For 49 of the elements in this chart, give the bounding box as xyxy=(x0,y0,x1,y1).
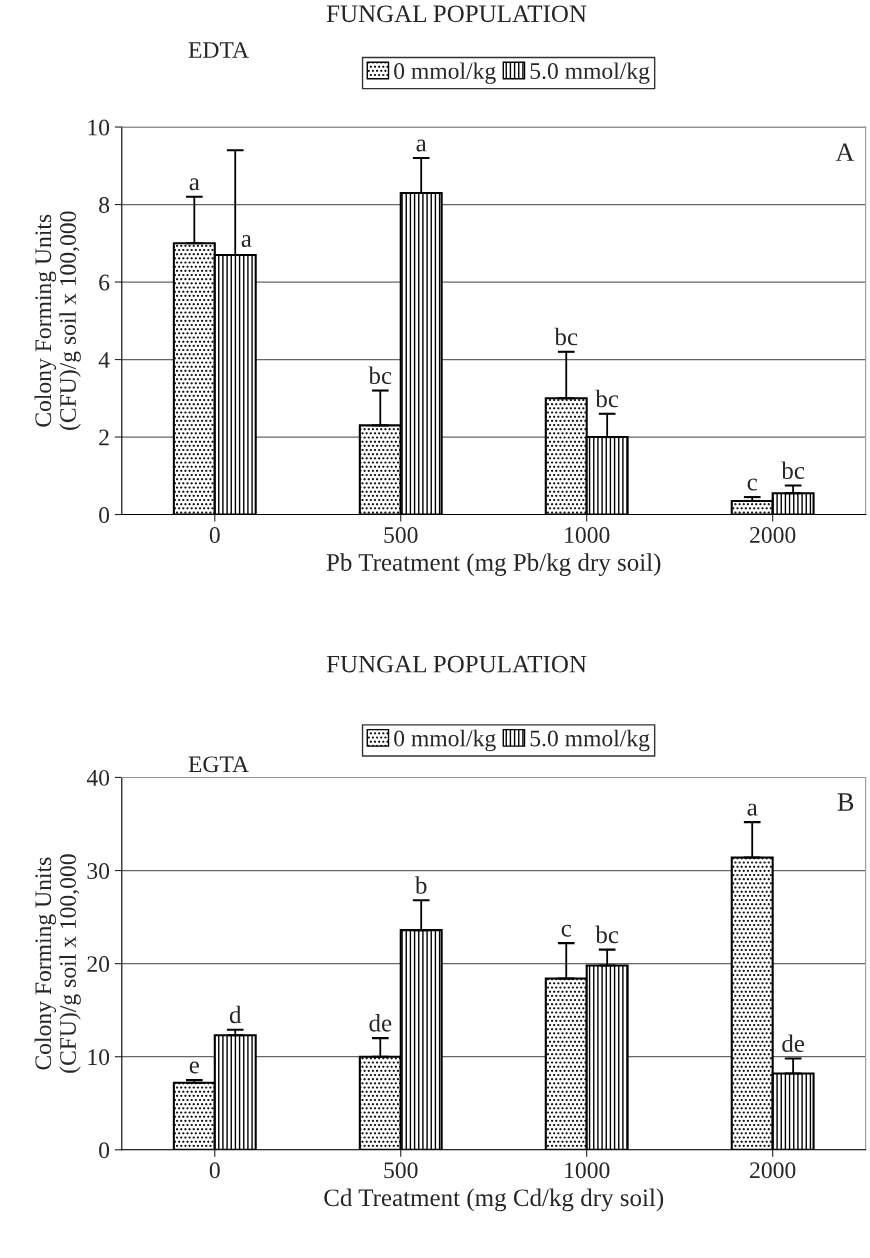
y-tick-label: 30 xyxy=(87,863,110,879)
y-tick-label: 8 xyxy=(99,197,110,213)
x-tick-label: 500 xyxy=(384,1162,418,1179)
data-label: bc xyxy=(595,925,619,944)
data-label: e xyxy=(189,1061,200,1074)
y-tick-label: 2 xyxy=(99,429,109,446)
x-tick-label: 0 xyxy=(209,527,220,543)
x-axis-title: Pb Treatment (mg Pb/kg dry soil) xyxy=(326,553,661,577)
y-tick-label: 0 xyxy=(99,507,110,523)
data-label: d xyxy=(229,1005,242,1024)
data-label: bc xyxy=(595,389,619,408)
legend-title: EDTA xyxy=(188,42,249,58)
data-label: a xyxy=(241,235,252,248)
y-tick-label: 0 xyxy=(99,1142,110,1159)
legend-label: 5.0 mmol/kg xyxy=(530,62,650,84)
chart-title: FUNGAL POPULATION xyxy=(326,655,587,673)
y-axis-title: Colony Forming Units (CFU)/g soil x 100,000 xyxy=(34,854,81,1073)
y-tick-label: 40 xyxy=(86,769,110,786)
y-tick-label: 20 xyxy=(87,956,110,973)
y-axis-title: Colony Forming Units (CFU)/g soil x 100,000 xyxy=(34,211,81,430)
data-label: bc xyxy=(368,366,392,385)
chart-title: FUNGAL POPULATION xyxy=(326,5,587,23)
data-label: de xyxy=(369,1014,392,1032)
legend-label: 0 mmol/kg xyxy=(394,729,496,752)
data-label: c xyxy=(561,924,572,937)
x-tick-label: 2000 xyxy=(750,1162,796,1179)
data-label: b xyxy=(414,876,427,894)
x-tick-label: 0 xyxy=(209,1162,220,1179)
x-tick-label: 1000 xyxy=(565,527,610,543)
legend-label: 0 mmol/kg xyxy=(394,62,496,84)
data-label: bc xyxy=(781,461,805,479)
legend-title: EGTA xyxy=(188,756,249,773)
annotation: A xyxy=(835,143,855,161)
y-tick-label: 6 xyxy=(99,274,110,291)
data-label: bc xyxy=(554,327,578,346)
y-tick-label: 10 xyxy=(88,119,110,136)
x-tick-label: 1000 xyxy=(565,1162,610,1179)
y-tick-label: 4 xyxy=(98,352,110,368)
data-label: a xyxy=(747,803,758,816)
x-tick-label: 2000 xyxy=(750,527,796,543)
x-axis-title: Cd Treatment (mg Cd/kg dry soil) xyxy=(324,1188,664,1212)
y-tick-label: 10 xyxy=(88,1049,110,1066)
x-tick-label: 500 xyxy=(384,527,418,543)
data-label: a xyxy=(189,178,200,191)
legend-label: 5.0 mmol/kg xyxy=(530,729,650,752)
data-label: c xyxy=(747,478,757,491)
data-label: de xyxy=(782,1034,805,1053)
data-label: a xyxy=(416,139,427,152)
annotation: B xyxy=(837,793,854,811)
